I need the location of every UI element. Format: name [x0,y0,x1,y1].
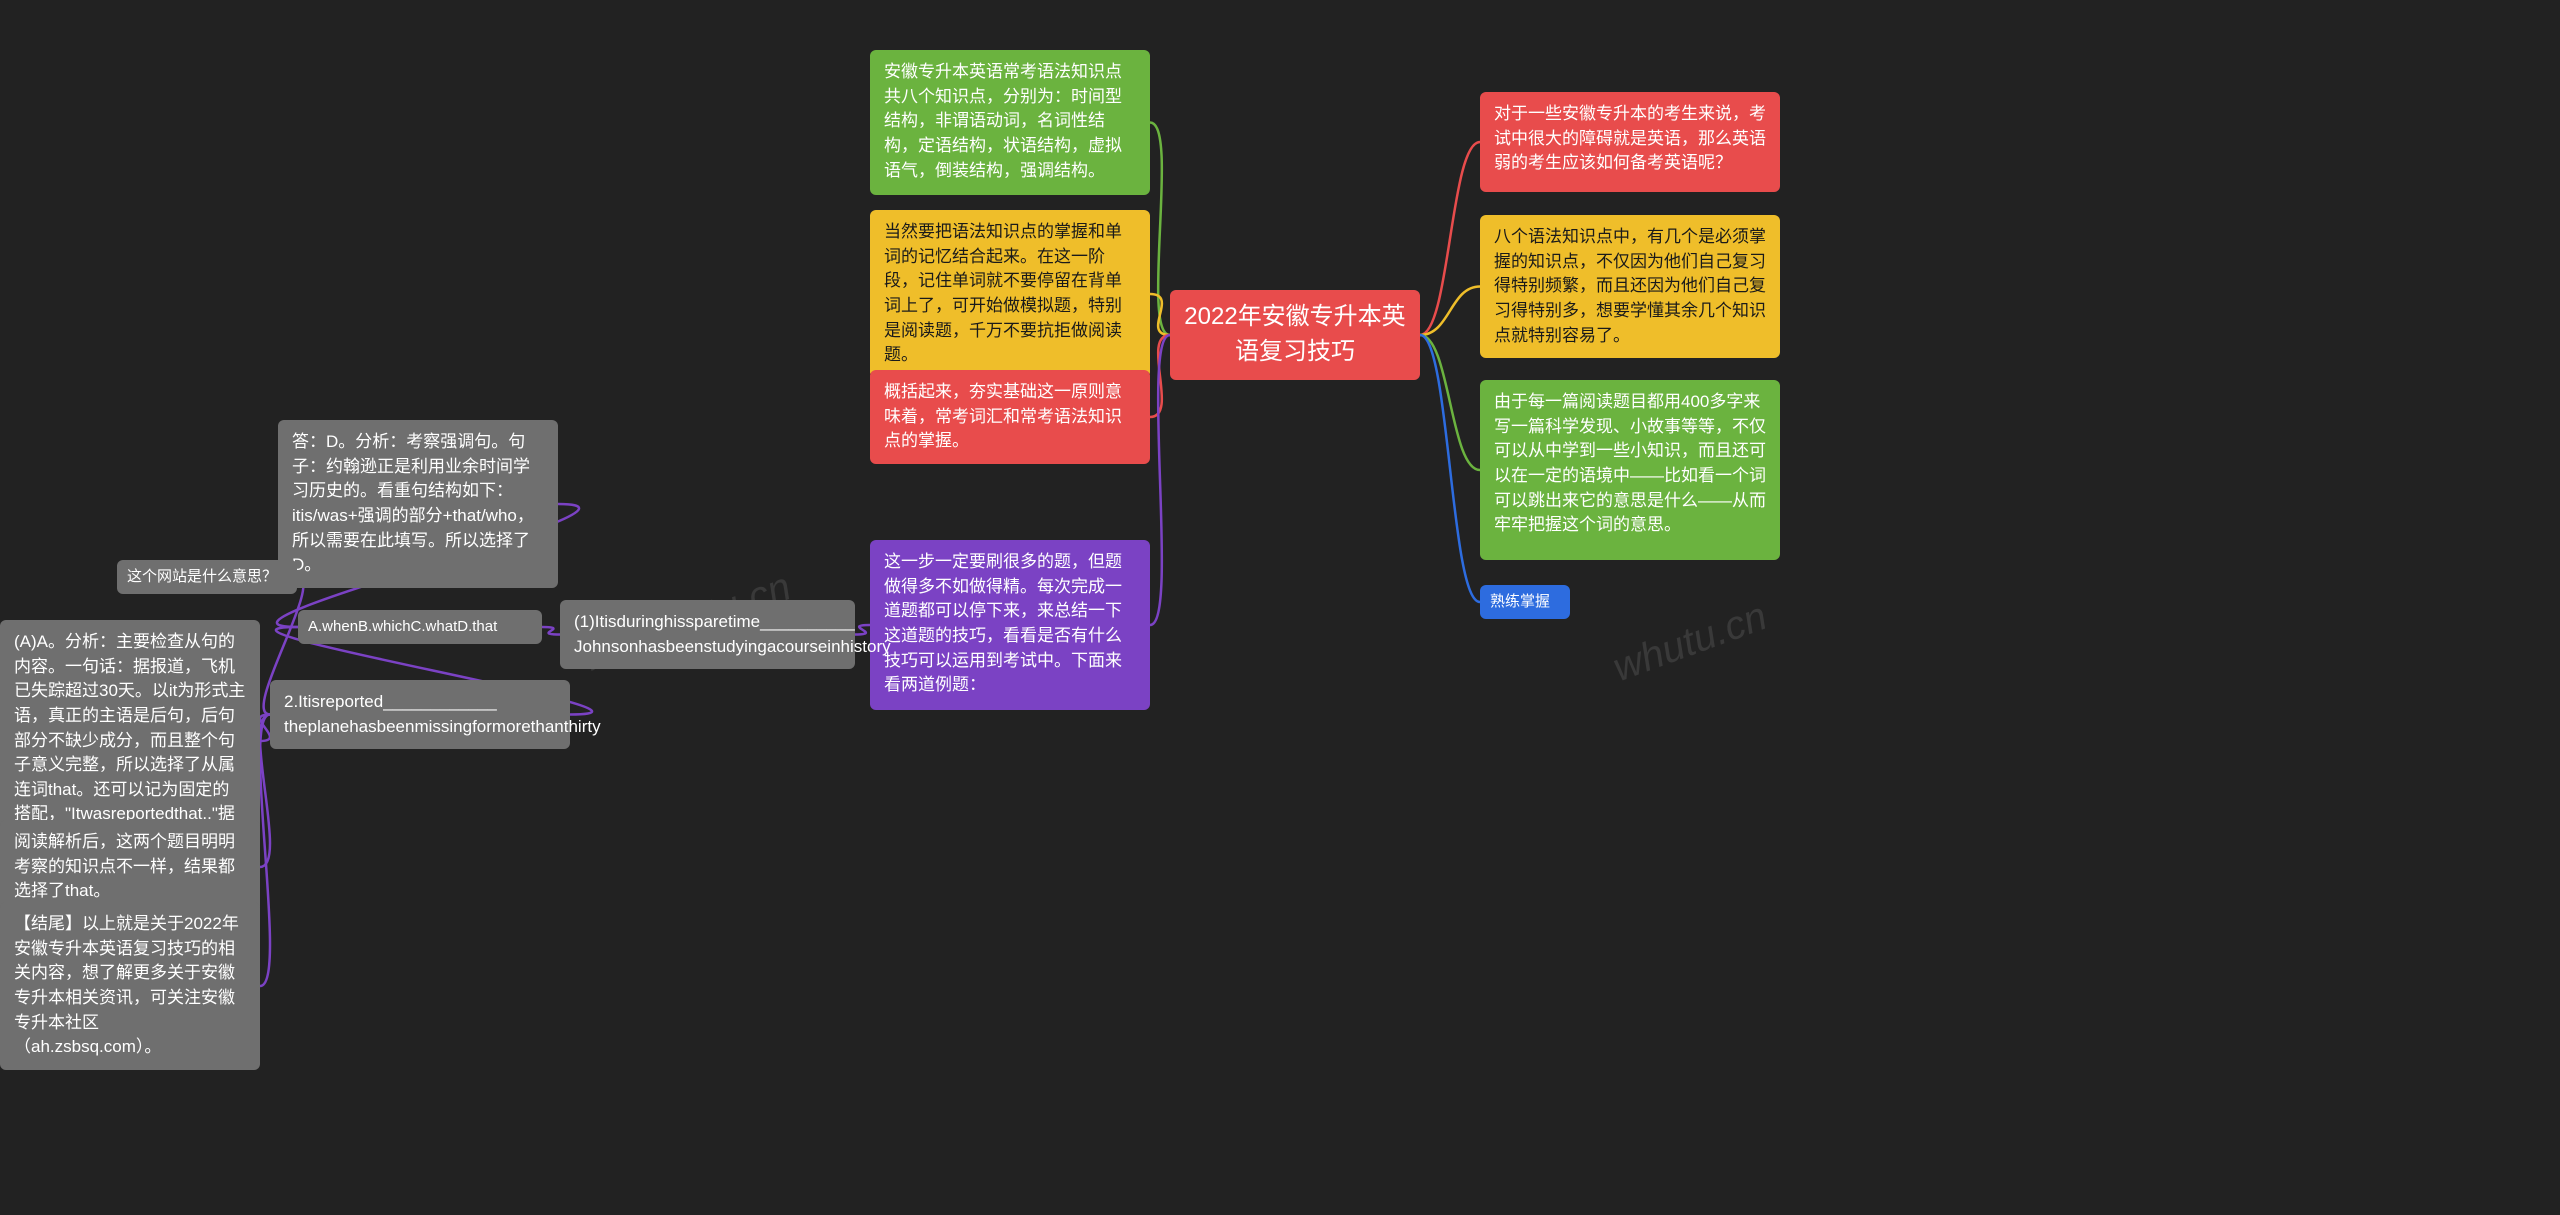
mindmap-node-l3[interactable]: 概括起来，夯实基础这一原则意味着，常考词汇和常考语法知识点的掌握。 [870,370,1150,464]
node-text: 这一步一定要刷很多的题，但题做得多不如做得精。每次完成一道题都可以停下来，来总结… [884,552,1122,694]
edge [855,625,870,635]
mindmap-node-l4b2d[interactable]: 【结尾】以上就是关于2022年安徽专升本英语复习技巧的相关内容，想了解更多关于安… [0,902,260,1070]
node-text: 概括起来，夯实基础这一原则意味着，常考词汇和常考语法知识点的掌握。 [884,382,1122,450]
edge [1150,294,1170,335]
mindmap-node-root[interactable]: 2022年安徽专升本英语复习技巧 [1170,290,1420,380]
edge [1420,287,1480,336]
edge [260,715,270,987]
edge [1420,335,1480,470]
node-text: 阅读解析后，这两个题目明明考察的知识点不一样，结果都选择了that。 [14,832,235,900]
node-text: 当然要把语法知识点的掌握和单词的记忆结合起来。在这一阶段，记住单词就不要停留在背… [884,222,1122,364]
mindmap-node-r1[interactable]: 对于一些安徽专升本的考生来说，考试中很大的障碍就是英语，那么英语弱的考生应该如何… [1480,92,1780,192]
mindmap-node-l2[interactable]: 当然要把语法知识点的掌握和单词的记忆结合起来。在这一阶段，记住单词就不要停留在背… [870,210,1150,378]
node-text: (A)A。分析：主要检查从句的内容。一句话：据报道，飞机已失踪超过30天。以it… [14,632,245,848]
mindmap-canvas: kaoshutu.cnwhutu.cn2022年安徽专升本英语复习技巧对于一些安… [0,0,2560,1215]
edge [1150,123,1170,336]
mindmap-node-l4[interactable]: 这一步一定要刷很多的题，但题做得多不如做得精。每次完成一道题都可以停下来，来总结… [870,540,1150,710]
node-text: (1)Itisduringhissparetime__________Johns… [574,612,891,656]
edge [1420,142,1480,335]
node-text: 2022年安徽专升本英语复习技巧 [1184,300,1406,370]
edge [1420,335,1480,602]
mindmap-node-l4b2c[interactable]: 阅读解析后，这两个题目明明考察的知识点不一样，结果都选择了that。 [0,820,260,914]
node-text: 安徽专升本英语常考语法知识点共八个知识点，分别为：时间型结构，非谓语动词，名词性… [884,62,1122,180]
edge [260,715,270,868]
edge-layer [0,0,2560,1215]
mindmap-node-r2[interactable]: 八个语法知识点中，有几个是必须掌握的知识点，不仅因为他们自己复习得特别频繁，而且… [1480,215,1780,358]
edge [260,715,270,742]
node-text: 由于每一篇阅读题目都用400多字来写一篇科学发现、小故事等等，不仅可以从中学到一… [1494,392,1766,534]
node-text: 八个语法知识点中，有几个是必须掌握的知识点，不仅因为他们自己复习得特别频繁，而且… [1494,227,1766,345]
edge [1150,335,1170,625]
mindmap-node-l4b2a[interactable]: 这个网站是什么意思？ [117,560,297,594]
mindmap-node-r4[interactable]: 熟练掌握 [1480,585,1570,619]
node-text: A.whenB.whichC.whatD.that [308,618,497,635]
node-text: 答：D。分析：考察强调句。句子：约翰逊正是利用业余时间学习历史的。看重句结构如下… [292,432,534,574]
node-text: 对于一些安徽专升本的考生来说，考试中很大的障碍就是英语，那么英语弱的考生应该如何… [1494,104,1766,172]
mindmap-node-l1[interactable]: 安徽专升本英语常考语法知识点共八个知识点，分别为：时间型结构，非谓语动词，名词性… [870,50,1150,195]
watermark: whutu.cn [1607,594,1773,691]
mindmap-node-l4b1[interactable]: 答：D。分析：考察强调句。句子：约翰逊正是利用业余时间学习历史的。看重句结构如下… [278,420,558,588]
node-text: 【结尾】以上就是关于2022年安徽专升本英语复习技巧的相关内容，想了解更多关于安… [14,914,239,1056]
edge [1150,335,1170,417]
mindmap-node-l4b2[interactable]: 2.Itisreported____________theplanehasbee… [270,680,570,749]
mindmap-node-r3[interactable]: 由于每一篇阅读题目都用400多字来写一篇科学发现、小故事等等，不仅可以从中学到一… [1480,380,1780,560]
mindmap-node-l4b[interactable]: A.whenB.whichC.whatD.that [298,610,542,644]
node-text: 2.Itisreported____________theplanehasbee… [284,692,601,736]
edge [542,627,560,635]
node-text: 熟练掌握 [1490,593,1550,610]
mindmap-node-l4a[interactable]: (1)Itisduringhissparetime__________Johns… [560,600,855,669]
node-text: 这个网站是什么意思？ [127,568,277,585]
